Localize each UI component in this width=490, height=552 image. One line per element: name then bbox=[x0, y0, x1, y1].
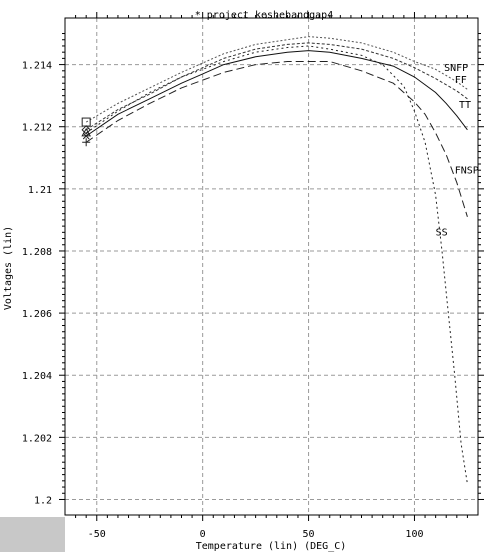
x-tick-label: 100 bbox=[405, 529, 423, 540]
series-line-snfp bbox=[85, 36, 468, 123]
x-tick-label: -50 bbox=[88, 529, 106, 540]
axis-ticks bbox=[59, 12, 484, 521]
annotation-fnsp: FNSP bbox=[455, 165, 479, 176]
series-marker-ff bbox=[81, 125, 91, 135]
series-line-tt bbox=[85, 50, 468, 137]
y-tick-label: 1.214 bbox=[22, 61, 52, 72]
x-tick-label: 50 bbox=[303, 529, 315, 540]
y-tick-label: 1.212 bbox=[22, 123, 52, 134]
corner-gray-block bbox=[0, 517, 65, 552]
start-markers bbox=[81, 117, 92, 147]
y-tick-label: 1.21 bbox=[28, 185, 52, 196]
y-tick-label: 1.2 bbox=[34, 495, 52, 506]
y-tick-label: 1.208 bbox=[22, 247, 52, 258]
chart-title: * project keshebandgap4 bbox=[195, 10, 333, 21]
annotation-snfp: SNFP bbox=[444, 63, 468, 74]
annotation-ss: SS bbox=[436, 227, 448, 238]
grid bbox=[65, 18, 478, 515]
y-tick-label: 1.204 bbox=[22, 371, 52, 382]
tick-labels: -50 0 50 100 1.2 1.202 1.204 1.206 1.208 1.21 1.21… bbox=[22, 61, 424, 540]
y-tick-label: 1.202 bbox=[22, 433, 52, 444]
y-tick-label: 1.206 bbox=[22, 309, 52, 320]
x-axis-label: Temperature (lin) (DEG_C) bbox=[196, 541, 347, 552]
series-line-fnsp bbox=[85, 61, 468, 217]
series-line-ff bbox=[85, 42, 468, 131]
annotation-tt: TT bbox=[459, 100, 471, 111]
plot-frame bbox=[64, 17, 479, 516]
series-line-ss bbox=[85, 45, 468, 484]
x-tick-label: 0 bbox=[200, 529, 206, 540]
series-lines bbox=[85, 36, 468, 484]
series-marker-ss bbox=[81, 127, 92, 137]
series-marker-fnsp bbox=[82, 138, 91, 147]
annotation-ff: FF bbox=[455, 75, 467, 86]
y-axis-label: Voltages (lin) bbox=[3, 226, 14, 310]
